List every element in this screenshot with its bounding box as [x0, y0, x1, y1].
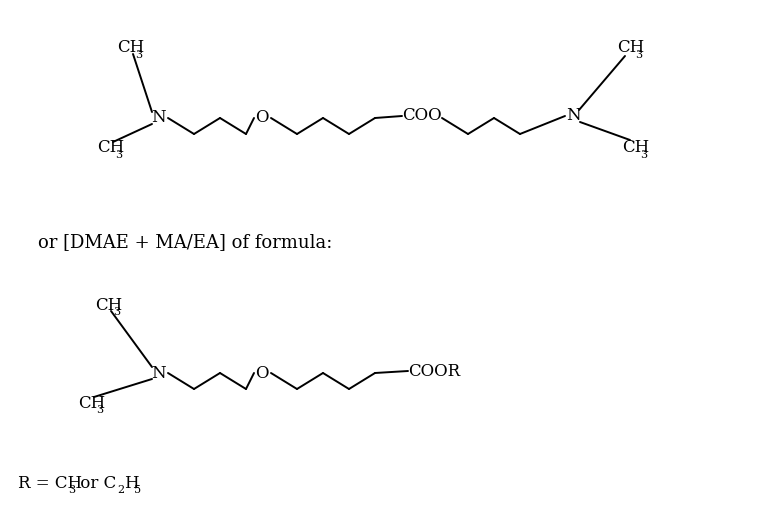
Text: CH: CH [97, 140, 124, 156]
Text: 3: 3 [635, 50, 642, 60]
Text: CH: CH [617, 40, 644, 56]
Text: 3: 3 [115, 150, 122, 160]
Text: CH: CH [622, 140, 649, 156]
Text: 3: 3 [113, 307, 120, 317]
Text: or C: or C [75, 474, 116, 492]
Text: N: N [566, 108, 580, 124]
Text: O: O [256, 365, 269, 381]
Text: O: O [256, 109, 269, 127]
Text: R = CH: R = CH [18, 474, 82, 492]
Text: 3: 3 [96, 405, 103, 415]
Text: CH: CH [95, 297, 122, 313]
Text: H: H [124, 474, 139, 492]
Text: N: N [150, 109, 165, 127]
Text: 3: 3 [68, 485, 75, 495]
Text: N: N [150, 365, 165, 381]
Text: 2: 2 [117, 485, 124, 495]
Text: 5: 5 [134, 485, 141, 495]
Text: or [DMAE + MA/EA] of formula:: or [DMAE + MA/EA] of formula: [38, 233, 333, 251]
Text: COO: COO [402, 108, 442, 124]
Text: COOR: COOR [408, 362, 460, 380]
Text: 3: 3 [640, 150, 647, 160]
Text: 3: 3 [135, 50, 142, 60]
Text: CH: CH [78, 394, 105, 412]
Text: CH: CH [117, 40, 144, 56]
